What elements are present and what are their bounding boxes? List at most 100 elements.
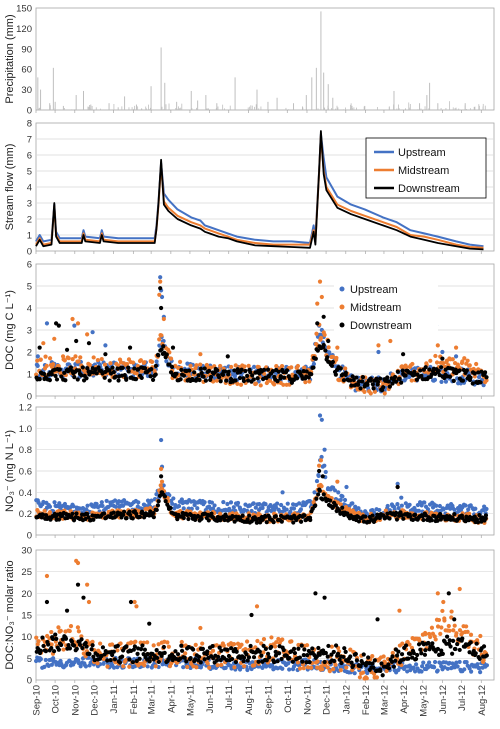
point-downstream [199,370,204,376]
point-midstream [435,591,440,596]
point-downstream [246,378,251,383]
point-midstream [450,357,455,362]
ytick-flow: 0 [27,247,32,258]
point-upstream [145,664,150,669]
point-midstream [397,608,402,613]
point-downstream [270,369,275,374]
point-downstream [415,652,420,658]
point-upstream [445,666,450,671]
point-midstream [142,360,147,365]
point-downstream [102,375,107,380]
point-midstream [133,639,138,644]
point-downstream [311,365,316,370]
point-upstream [291,506,297,511]
point-downstream [473,651,478,656]
point-downstream [133,377,139,382]
point-midstream [465,629,470,634]
point-downstream [379,661,384,666]
point-downstream [115,366,120,371]
point-midstream [123,657,129,663]
ytick-precip: 60 [21,65,32,76]
point-midstream [320,666,325,672]
point-downstream [413,656,419,662]
point-downstream [358,386,363,391]
point-downstream [292,650,298,656]
point-downstream [396,649,401,654]
point-downstream [226,653,232,659]
point-upstream [395,502,400,507]
point-downstream [245,373,250,378]
point-downstream [408,651,413,657]
point-midstream [269,635,274,640]
point-midstream [121,664,126,669]
xtick-label: Nov-11 [302,685,313,715]
point-downstream [202,657,207,662]
point-downstream [107,368,112,373]
point-downstream [230,656,235,662]
point-downstream [323,650,328,656]
point-midstream [70,357,75,362]
xtick-label: Jan-11 [109,685,120,713]
point-downstream [132,644,138,649]
point-midstream [356,510,362,516]
point-downstream [317,488,322,493]
point-midstream [468,632,474,637]
point-midstream [316,463,322,468]
point-downstream [349,383,354,388]
point-downstream [322,659,327,665]
point-midstream [433,353,438,359]
point-downstream [128,599,134,605]
point-downstream [260,517,265,522]
point-upstream [396,505,401,511]
point-downstream [418,368,423,373]
point-downstream [310,646,315,651]
point-upstream [439,379,444,384]
point-downstream [426,640,431,646]
point-midstream [297,666,303,671]
point-downstream [439,365,444,370]
point-upstream [462,667,467,672]
point-downstream [87,651,92,657]
point-downstream [169,364,175,369]
point-midstream [44,363,49,368]
point-upstream [377,507,382,513]
point-downstream [37,377,42,382]
point-upstream [225,501,230,507]
point-downstream [75,377,80,382]
point-downstream [386,666,392,671]
point-downstream [159,347,164,352]
point-downstream [233,378,238,383]
point-downstream [479,369,484,374]
point-upstream [399,495,404,500]
point-upstream [62,501,68,507]
point-midstream [454,631,459,636]
point-midstream [135,363,141,369]
point-downstream [94,371,99,376]
point-upstream [323,469,328,475]
point-downstream [297,655,303,660]
point-midstream [158,279,163,284]
ytick-ratio: 20 [21,589,32,600]
point-downstream [241,378,247,384]
point-downstream [395,369,400,374]
point-upstream [290,502,296,507]
point-downstream [145,652,150,657]
point-downstream [301,369,306,374]
point-midstream [465,358,470,363]
point-downstream [467,650,472,655]
point-upstream [275,501,280,506]
point-upstream [416,508,422,513]
point-upstream [228,500,234,505]
point-downstream [196,373,201,378]
point-midstream [302,365,307,370]
point-downstream [313,356,318,361]
point-downstream [435,646,441,652]
ytick-doc: 5 [27,282,32,293]
point-downstream [302,647,307,652]
point-upstream [35,354,40,359]
point-midstream [210,648,216,653]
point-midstream [467,511,472,516]
point-upstream [312,490,317,495]
point-downstream [343,370,348,375]
point-downstream [273,514,278,519]
